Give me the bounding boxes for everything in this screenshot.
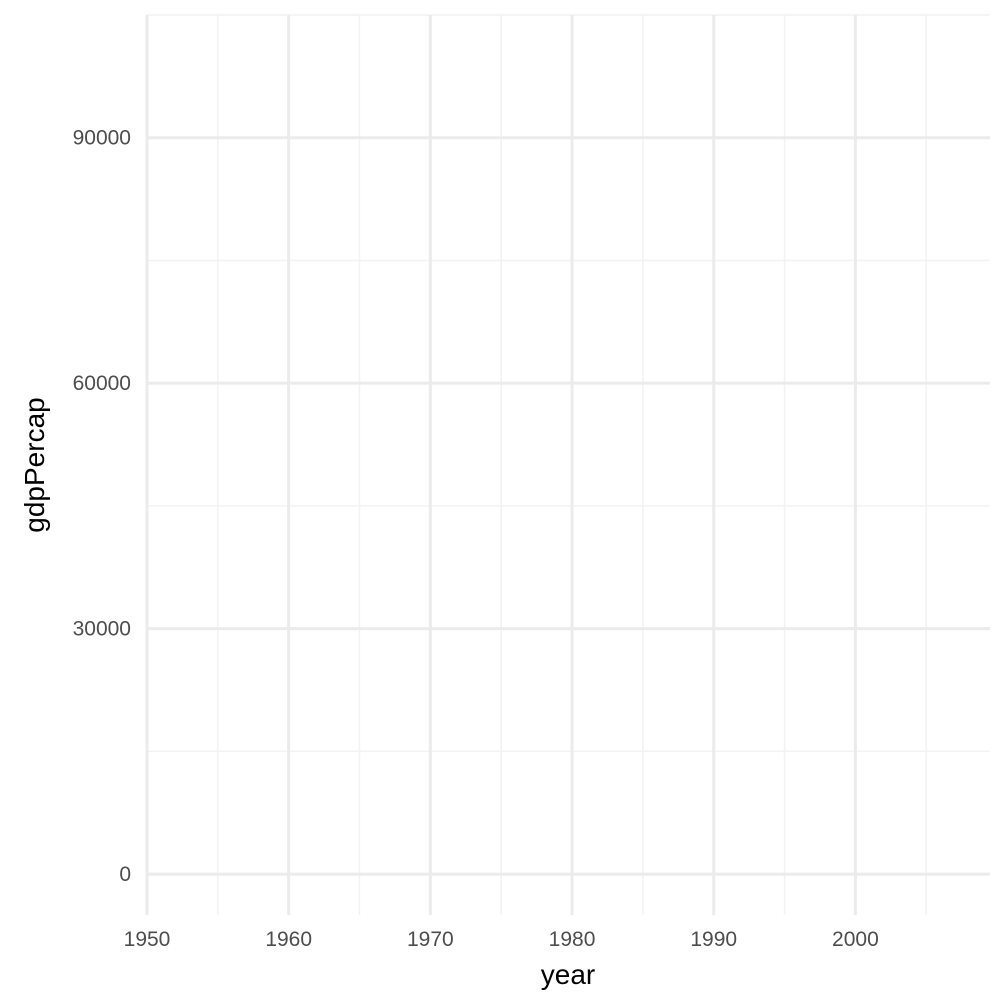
y-tick-label: 60000 [73, 372, 131, 395]
x-axis-tick-labels: 1950 1960 1970 1980 1990 2000 [124, 928, 879, 951]
x-tick-label: 1970 [407, 928, 454, 951]
minor-gridlines [147, 14, 990, 915]
y-tick-label: 30000 [73, 618, 131, 641]
x-axis-title: year [541, 959, 595, 990]
y-axis-title: gdpPercap [19, 397, 50, 532]
major-gridlines [145, 15, 990, 915]
x-tick-label: 2000 [832, 928, 879, 951]
x-tick-label: 1980 [549, 928, 596, 951]
y-tick-label: 0 [119, 863, 131, 886]
y-axis-tick-labels: 0 30000 60000 90000 [73, 127, 131, 886]
plot-panel [145, 14, 990, 915]
y-tick-label: 90000 [73, 127, 131, 150]
x-tick-label: 1990 [690, 928, 737, 951]
x-tick-label: 1950 [124, 928, 171, 951]
x-tick-label: 1960 [265, 928, 312, 951]
